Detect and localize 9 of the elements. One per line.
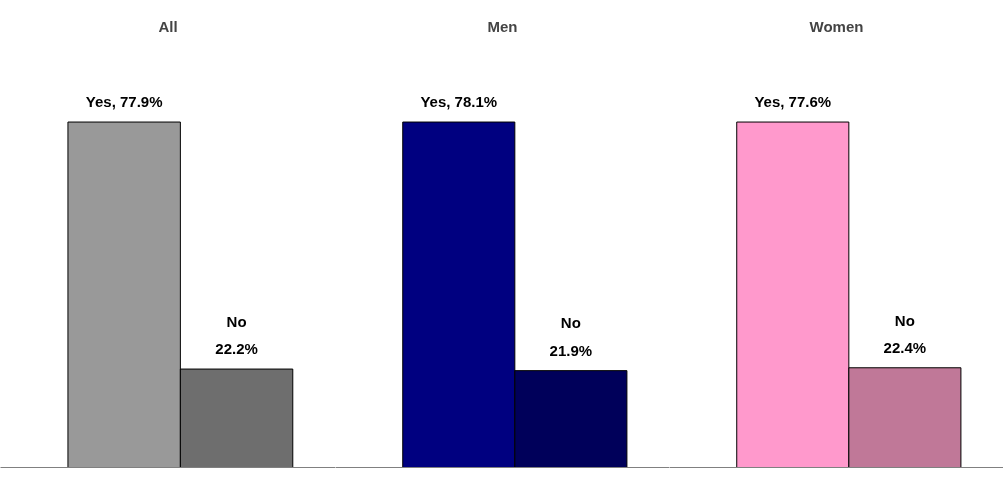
data-label: No 21.9% xyxy=(549,314,593,359)
data-label: Yes, 77.9% xyxy=(85,93,163,111)
chart-title: Women xyxy=(809,17,864,35)
chart-title: All xyxy=(158,17,178,35)
chart-title: Men xyxy=(487,17,518,35)
data-label: No 22.2% xyxy=(215,312,258,358)
data-label: Yes, 77.6% xyxy=(754,93,832,111)
data-label: Yes, 78.1% xyxy=(420,93,498,111)
data-label: No 22.4% xyxy=(883,311,927,356)
